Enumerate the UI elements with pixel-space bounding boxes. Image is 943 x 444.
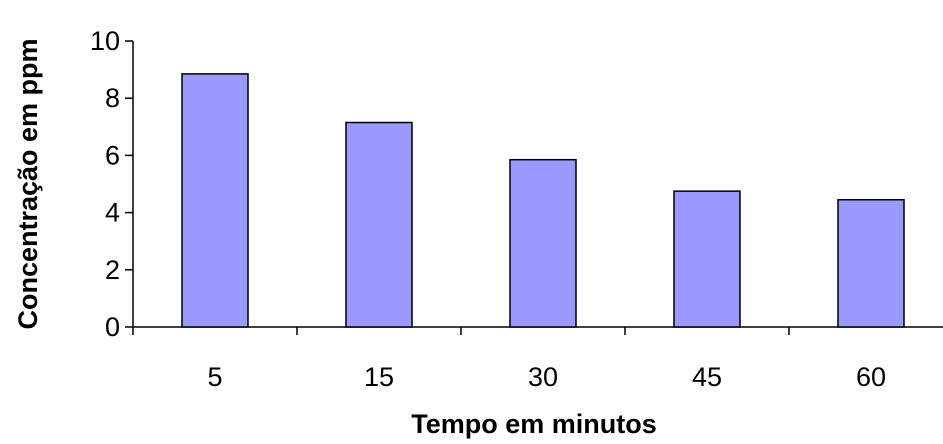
bar [673, 190, 741, 328]
y-axis-title: Concentração em ppm [13, 38, 43, 329]
y-tick-label: 6 [105, 140, 120, 170]
y-tick-label: 8 [105, 83, 120, 113]
y-axis: 0 2 4 6 8 10 [90, 26, 134, 342]
y-tick-label: 2 [105, 255, 120, 285]
x-tick-label: 30 [528, 362, 558, 392]
x-tick-label: 15 [364, 362, 394, 392]
y-tick-label: 0 [105, 312, 120, 342]
bar [837, 198, 905, 328]
x-tick-label: 5 [207, 362, 222, 392]
x-tick-label: 60 [856, 362, 886, 392]
x-axis: 5 15 30 45 60 [132, 326, 943, 392]
x-tick-label: 45 [692, 362, 722, 392]
bar [181, 73, 249, 328]
bar [509, 158, 577, 328]
y-tick-label: 4 [105, 198, 120, 228]
y-tick-label: 10 [90, 26, 120, 56]
bars [181, 73, 905, 328]
x-axis-title: Tempo em minutos [411, 409, 657, 439]
bar [345, 121, 413, 328]
